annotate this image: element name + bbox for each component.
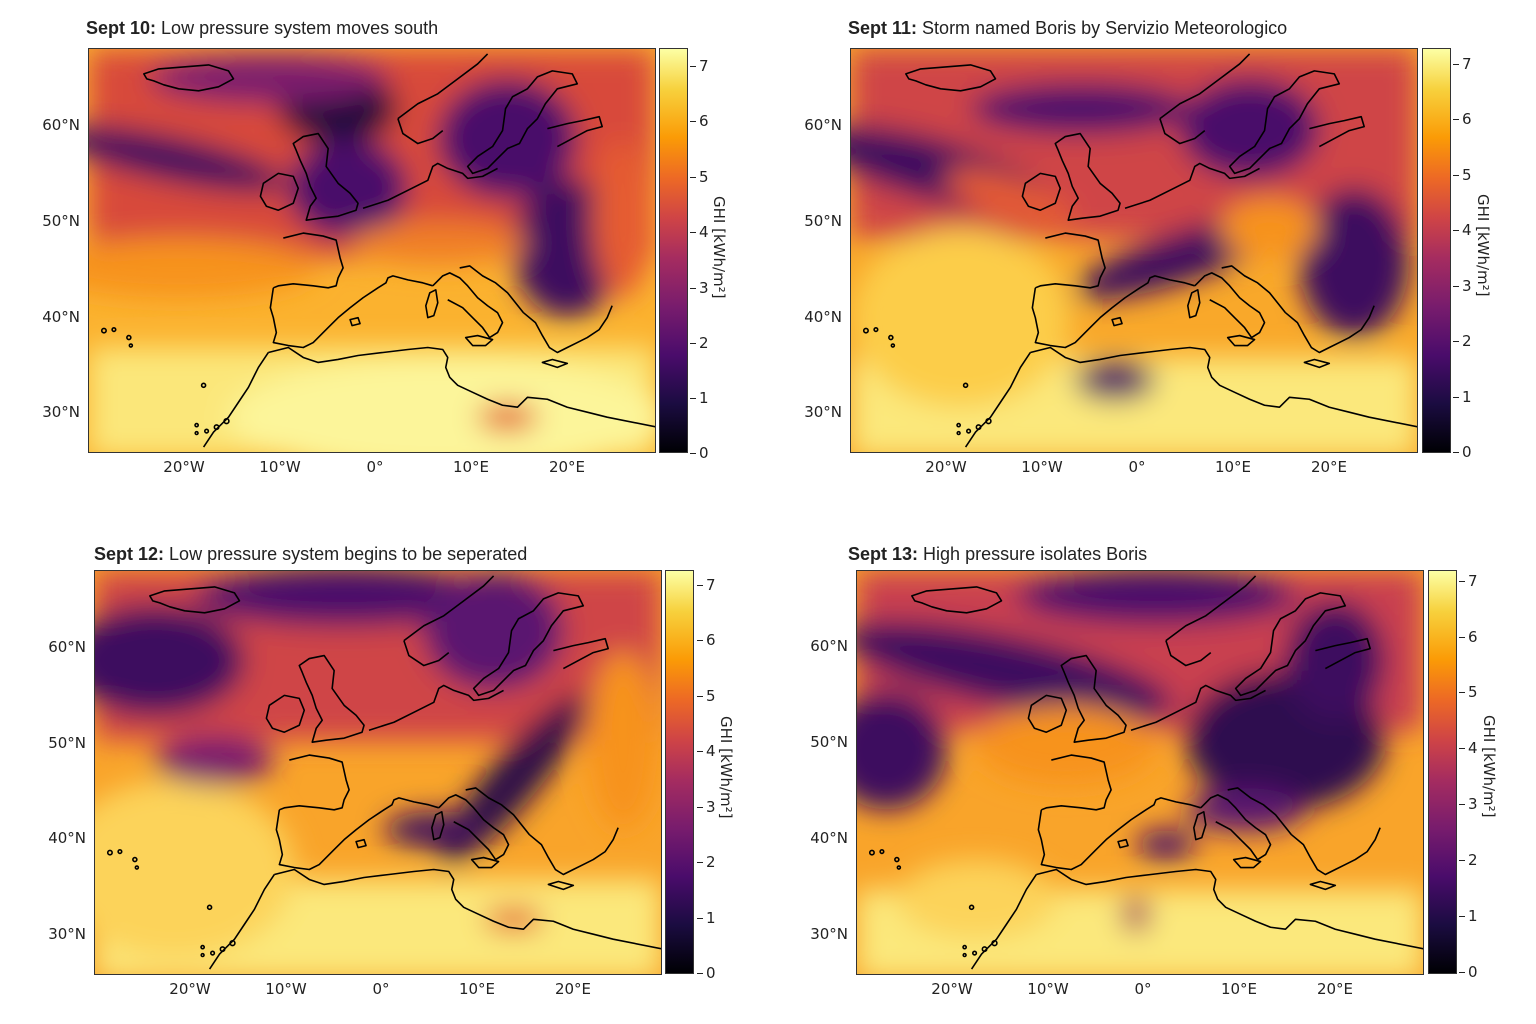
colorbar — [1422, 48, 1451, 453]
colorbar-tick: 4 — [690, 223, 709, 241]
colorbar-label: GHI [kWh/m²] — [1474, 194, 1492, 297]
ghi-heatmap — [94, 570, 662, 975]
lat-tick: 40°N — [48, 829, 86, 847]
ghi-heatmap — [856, 570, 1424, 975]
colorbar-tick: 7 — [1459, 572, 1478, 590]
colorbar-tick: 3 — [1459, 795, 1478, 813]
lon-tick: 0° — [1134, 980, 1152, 998]
lat-tick: 30°N — [48, 925, 86, 943]
colorbar-tick: 4 — [1459, 739, 1478, 757]
panel-date: Sept 11: — [848, 18, 918, 38]
colorbar-tick: 5 — [690, 168, 709, 186]
colorbar-tick: 3 — [1453, 277, 1472, 295]
lat-tick: 60°N — [42, 116, 80, 134]
colorbar-tick: 0 — [697, 964, 716, 982]
lat-tick: 40°N — [810, 829, 848, 847]
colorbar-tick: 0 — [1459, 963, 1478, 981]
colorbar-tick: 0 — [1453, 443, 1472, 461]
lon-tick: 10°W — [259, 458, 301, 476]
colorbar-tick: 6 — [697, 631, 716, 649]
panel-title: Sept 11: Storm named Boris by Servizio M… — [848, 18, 1287, 39]
lon-tick: 10°E — [458, 980, 496, 998]
ghi-heatmap — [850, 48, 1418, 453]
lon-tick: 10°E — [1220, 980, 1258, 998]
panel-caption: Low pressure system begins to be seperat… — [169, 544, 528, 564]
colorbar-tick: 5 — [1453, 166, 1472, 184]
colorbar-tick: 4 — [697, 742, 716, 760]
lat-tick: 50°N — [804, 212, 842, 230]
colorbar-tick: 6 — [1453, 110, 1472, 128]
lat-tick: 40°N — [804, 308, 842, 326]
lon-tick: 20°E — [1316, 980, 1354, 998]
lat-tick: 30°N — [810, 925, 848, 943]
colorbar-tick: 6 — [690, 112, 709, 130]
lon-tick: 0° — [1128, 458, 1146, 476]
colorbar-tick: 2 — [1459, 851, 1478, 869]
lon-tick: 20°W — [169, 980, 211, 998]
colorbar-label: GHI [kWh/m²] — [717, 716, 735, 819]
colorbar-tick: 0 — [690, 444, 709, 462]
panel-caption: High pressure isolates Boris — [923, 544, 1148, 564]
colorbar-tick: 1 — [1453, 388, 1472, 406]
lon-tick: 10°W — [1027, 980, 1069, 998]
panel-caption: Low pressure system moves south — [161, 18, 439, 38]
colorbar-tick: 7 — [1453, 55, 1472, 73]
colorbar-label: GHI [kWh/m²] — [710, 196, 728, 299]
colorbar-tick: 6 — [1459, 628, 1478, 646]
lon-tick: 0° — [372, 980, 390, 998]
colorbar-tick: 1 — [697, 909, 716, 927]
lon-tick: 10°E — [452, 458, 490, 476]
panel-caption: Storm named Boris by Servizio Meteorolog… — [922, 18, 1288, 38]
lon-tick: 20°E — [1310, 458, 1348, 476]
panel-title: Sept 13: High pressure isolates Boris — [848, 544, 1147, 565]
colorbar-tick: 5 — [697, 687, 716, 705]
panel-date: Sept 12: — [94, 544, 165, 564]
colorbar-tick: 1 — [1459, 907, 1478, 925]
colorbar-tick: 7 — [697, 576, 716, 594]
panel-title: Sept 12: Low pressure system begins to b… — [94, 544, 527, 565]
colorbar — [1428, 570, 1457, 974]
lon-tick: 10°W — [265, 980, 307, 998]
colorbar-tick: 4 — [1453, 221, 1472, 239]
lon-tick: 20°W — [925, 458, 967, 476]
panel-date: Sept 13: — [848, 544, 919, 564]
colorbar — [659, 48, 688, 453]
lon-tick: 10°E — [1214, 458, 1252, 476]
panel-date: Sept 10: — [86, 18, 157, 38]
lon-tick: 10°W — [1021, 458, 1063, 476]
panel-title: Sept 10: Low pressure system moves south — [86, 18, 438, 39]
lat-tick: 50°N — [42, 212, 80, 230]
colorbar-tick: 1 — [690, 389, 709, 407]
colorbar-tick: 5 — [1459, 683, 1478, 701]
colorbar — [665, 570, 694, 974]
lon-tick: 20°W — [931, 980, 973, 998]
colorbar-tick: 3 — [697, 798, 716, 816]
colorbar-tick: 7 — [690, 57, 709, 75]
colorbar-tick: 2 — [1453, 332, 1472, 350]
lat-tick: 60°N — [810, 637, 848, 655]
lat-tick: 60°N — [48, 638, 86, 656]
lat-tick: 50°N — [810, 733, 848, 751]
lon-tick: 0° — [366, 458, 384, 476]
lon-tick: 20°E — [554, 980, 592, 998]
lat-tick: 60°N — [804, 116, 842, 134]
lon-tick: 20°W — [163, 458, 205, 476]
colorbar-tick: 3 — [690, 279, 709, 297]
colorbar-label: GHI [kWh/m²] — [1480, 715, 1498, 818]
lat-tick: 30°N — [42, 403, 80, 421]
colorbar-tick: 2 — [690, 334, 709, 352]
lat-tick: 50°N — [48, 734, 86, 752]
lat-tick: 30°N — [804, 403, 842, 421]
lat-tick: 40°N — [42, 308, 80, 326]
lon-tick: 20°E — [548, 458, 586, 476]
ghi-heatmap — [88, 48, 656, 453]
colorbar-tick: 2 — [697, 853, 716, 871]
